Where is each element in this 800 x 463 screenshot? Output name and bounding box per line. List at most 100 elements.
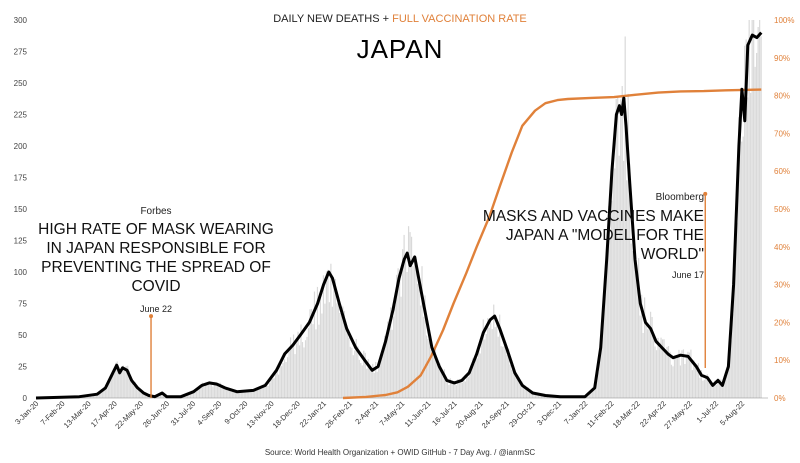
daily-death-bar xyxy=(591,391,593,398)
daily-death-bar xyxy=(106,388,108,398)
daily-death-bar xyxy=(343,310,345,398)
daily-death-bar xyxy=(387,321,389,398)
daily-death-bar xyxy=(258,387,260,398)
daily-death-bar xyxy=(655,350,658,398)
daily-death-bar xyxy=(744,45,746,398)
daily-death-bar xyxy=(315,329,317,398)
daily-death-bar xyxy=(672,366,674,398)
daily-death-bar xyxy=(225,387,227,398)
daily-death-bar xyxy=(188,394,190,398)
daily-death-bar xyxy=(599,348,601,398)
daily-death-bar xyxy=(367,359,369,398)
right-tick-label: 20% xyxy=(774,318,790,327)
daily-death-bar xyxy=(267,386,269,398)
x-tick-label: 4-Sep-20 xyxy=(195,399,223,427)
x-tick-label: 1-Jul-22 xyxy=(695,399,721,425)
daily-death-bar xyxy=(131,381,133,398)
daily-death-bar xyxy=(209,381,211,398)
daily-death-bar xyxy=(213,381,215,398)
bloomberg-marker-dot xyxy=(703,191,708,196)
daily-death-bar xyxy=(753,20,755,398)
daily-death-bar xyxy=(218,384,220,398)
daily-death-bar xyxy=(373,373,375,398)
daily-death-bar xyxy=(339,312,341,398)
right-tick-label: 80% xyxy=(774,92,790,101)
x-tick-label: 18-Mar-22 xyxy=(611,399,642,430)
daily-death-bar xyxy=(508,348,510,398)
daily-death-bar xyxy=(730,340,732,398)
daily-death-bar xyxy=(676,355,679,398)
daily-death-bar xyxy=(222,385,224,398)
daily-death-bar xyxy=(276,370,278,398)
daily-death-bar xyxy=(139,389,141,398)
daily-death-bar xyxy=(614,168,616,398)
daily-death-bar xyxy=(587,394,589,398)
daily-death-bar xyxy=(484,339,486,398)
daily-death-bar xyxy=(313,291,316,398)
daily-death-bar xyxy=(233,391,235,398)
left-tick-label: 0 xyxy=(23,394,28,403)
daily-death-bar xyxy=(286,357,289,398)
daily-death-bar xyxy=(219,382,221,398)
daily-death-bar xyxy=(700,370,702,398)
right-tick-label: 70% xyxy=(774,129,790,138)
daily-death-bar xyxy=(227,390,229,398)
daily-death-bar xyxy=(345,321,347,398)
left-tick-label: 175 xyxy=(14,174,28,183)
daily-death-bar xyxy=(696,365,698,398)
daily-death-bar xyxy=(125,366,127,398)
daily-death-bar xyxy=(224,389,226,398)
daily-death-bar xyxy=(231,391,233,398)
daily-death-bar xyxy=(215,381,217,398)
daily-death-bar xyxy=(454,381,456,398)
daily-death-bar xyxy=(636,284,638,398)
daily-death-bar xyxy=(397,268,399,398)
daily-death-bar xyxy=(721,382,723,398)
daily-death-bar xyxy=(116,361,118,398)
daily-death-bar xyxy=(485,334,487,398)
daily-death-bar xyxy=(626,180,628,398)
daily-death-bar xyxy=(597,372,599,398)
left-tick-label: 250 xyxy=(14,79,28,88)
daily-death-bar xyxy=(596,380,598,398)
right-tick-label: 30% xyxy=(774,281,790,290)
daily-death-bar xyxy=(460,382,462,398)
daily-death-bar xyxy=(472,358,474,398)
daily-death-bar xyxy=(678,349,680,398)
daily-death-bar xyxy=(521,381,523,398)
daily-death-bar xyxy=(527,387,529,398)
daily-death-bar xyxy=(391,329,393,398)
daily-death-bar xyxy=(346,333,348,398)
daily-death-bar xyxy=(497,336,499,398)
daily-death-bar xyxy=(421,266,423,398)
daily-death-bar xyxy=(118,367,120,398)
daily-death-bar xyxy=(533,393,535,398)
right-tick-label: 0% xyxy=(774,394,786,403)
daily-death-bar xyxy=(458,380,460,398)
right-tick-label: 60% xyxy=(774,167,790,176)
daily-death-bar xyxy=(760,36,762,398)
daily-death-bar xyxy=(396,274,398,398)
daily-death-bar xyxy=(735,239,737,398)
daily-death-bar xyxy=(333,279,335,398)
daily-death-bar xyxy=(461,382,463,398)
x-tick-label: 3-Jan-20 xyxy=(13,399,40,426)
daily-death-bar xyxy=(385,337,387,398)
daily-death-bar xyxy=(197,388,199,398)
daily-death-bar xyxy=(620,99,622,398)
right-tick-label: 10% xyxy=(774,356,790,365)
daily-death-bar xyxy=(388,319,390,398)
daily-death-bar xyxy=(467,376,469,398)
right-tick-label: 50% xyxy=(774,205,790,214)
left-tick-label: 125 xyxy=(14,237,28,246)
daily-death-bar xyxy=(649,311,652,398)
daily-death-bar xyxy=(524,385,526,398)
daily-death-bar xyxy=(137,390,139,398)
daily-death-bar xyxy=(289,337,292,398)
daily-death-bar xyxy=(684,364,686,398)
daily-death-bar xyxy=(478,346,480,398)
daily-death-bar xyxy=(451,382,453,398)
daily-death-bar xyxy=(230,390,232,398)
daily-death-bar xyxy=(249,390,251,398)
daily-death-bar xyxy=(488,327,490,398)
